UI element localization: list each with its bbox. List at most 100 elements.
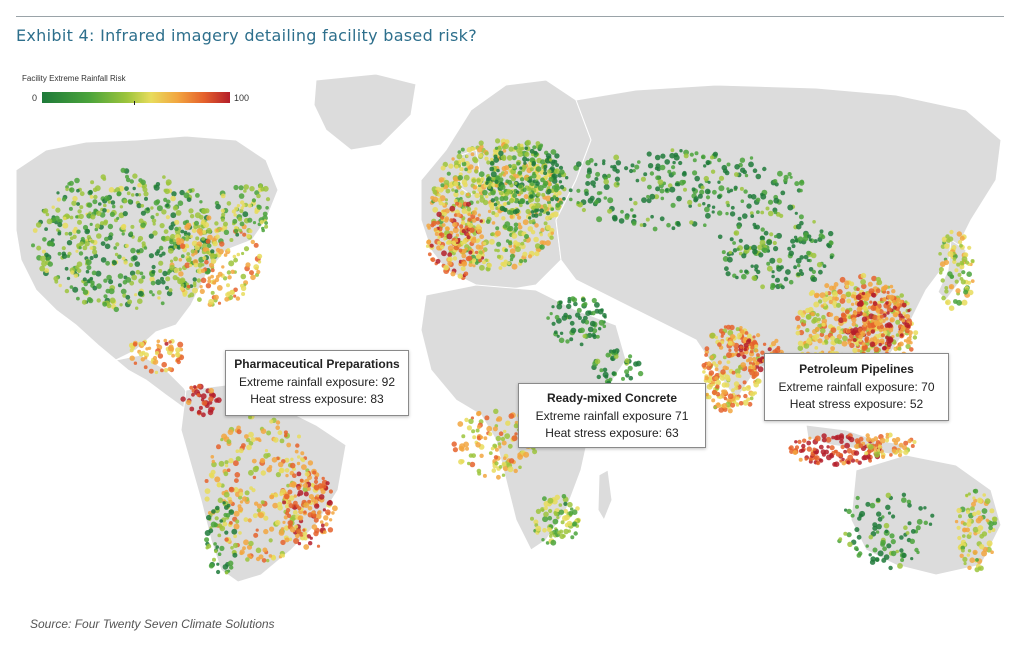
facility-dot	[795, 315, 801, 322]
facility-dot	[507, 261, 511, 266]
facility-dot	[137, 182, 142, 188]
facility-dot	[748, 161, 754, 168]
facility-dot	[494, 447, 499, 452]
facility-dot	[89, 255, 94, 261]
facility-dot	[522, 251, 528, 257]
facility-dot	[453, 181, 459, 187]
facility-dot	[93, 253, 99, 259]
facility-dot	[217, 533, 222, 538]
facility-dot	[902, 445, 908, 451]
facility-dot	[116, 216, 120, 220]
facility-dot	[228, 458, 234, 464]
facility-dot	[168, 288, 173, 293]
facility-dot	[466, 425, 472, 431]
facility-dot	[904, 322, 910, 328]
facility-dot	[323, 515, 329, 521]
facility-dot	[517, 225, 523, 230]
facility-dot	[594, 177, 599, 181]
facility-dot	[476, 238, 481, 242]
facility-dot	[229, 487, 234, 491]
facility-dot	[591, 297, 597, 304]
facility-dot	[882, 546, 887, 552]
facility-dot	[284, 537, 290, 543]
facility-dot	[743, 189, 748, 194]
facility-dot	[264, 221, 268, 225]
facility-dot	[284, 433, 288, 438]
facility-dot	[535, 525, 542, 532]
facility-dot	[788, 279, 794, 285]
facility-dot	[311, 524, 318, 530]
facility-dot	[549, 235, 554, 240]
facility-dot	[165, 235, 171, 241]
facility-dot	[699, 189, 705, 195]
facility-dot	[632, 214, 637, 218]
facility-dot	[516, 143, 522, 148]
facility-dot	[201, 243, 208, 249]
facility-dot	[743, 393, 748, 399]
facility-dot	[486, 267, 490, 271]
facility-dot	[885, 432, 889, 437]
facility-dot	[79, 205, 84, 210]
facility-dot	[247, 518, 252, 523]
facility-dot	[711, 389, 718, 396]
facility-dot	[799, 271, 805, 276]
facility-dot	[790, 238, 796, 244]
facility-dot	[65, 187, 69, 192]
facility-dot	[899, 299, 904, 304]
facility-dot	[817, 317, 821, 322]
facility-dot	[883, 522, 890, 529]
facility-dot	[124, 186, 129, 191]
facility-dot	[158, 245, 164, 251]
facility-dot	[180, 254, 185, 259]
facility-dot	[981, 550, 988, 557]
facility-dot	[721, 403, 728, 409]
facility-dot	[814, 435, 821, 442]
facility-dot	[612, 349, 617, 354]
facility-dot	[258, 512, 264, 519]
facility-dot	[850, 513, 855, 518]
facility-dot	[300, 451, 305, 456]
facility-dot	[857, 348, 861, 353]
facility-dot	[260, 186, 265, 192]
facility-dot	[940, 278, 945, 283]
facility-dot	[129, 355, 135, 361]
facility-dot	[855, 504, 859, 509]
facility-dot	[459, 224, 464, 229]
facility-dot	[791, 244, 796, 249]
facility-dot	[138, 278, 144, 284]
facility-dot	[529, 167, 534, 172]
facility-dot	[100, 257, 107, 263]
facility-dot	[73, 273, 79, 278]
facility-dot	[137, 238, 142, 243]
facility-dot	[797, 340, 804, 347]
facility-dot	[299, 478, 304, 483]
facility-dot	[155, 199, 161, 205]
facility-dot	[186, 399, 192, 406]
facility-dot	[861, 342, 866, 346]
facility-dot	[725, 211, 729, 216]
facility-dot	[737, 336, 741, 340]
facility-dot	[941, 295, 946, 301]
facility-dot	[718, 175, 725, 181]
facility-dot	[472, 156, 478, 163]
facility-dot	[524, 234, 529, 239]
facility-dot	[260, 470, 266, 476]
facility-dot	[134, 293, 138, 297]
facility-dot	[794, 238, 799, 243]
facility-dot	[204, 259, 209, 265]
facility-dot	[957, 272, 962, 277]
facility-dot	[901, 492, 907, 497]
facility-dot	[828, 312, 834, 317]
facility-dot	[214, 398, 219, 403]
facility-dot	[115, 242, 120, 247]
facility-dot	[813, 239, 818, 244]
facility-dot	[280, 539, 286, 546]
facility-dot	[476, 200, 480, 204]
facility-dot	[332, 505, 338, 512]
facility-dot	[81, 299, 87, 305]
facility-dot	[772, 179, 778, 184]
facility-dot	[783, 276, 789, 282]
facility-dot	[116, 191, 122, 197]
facility-dot	[231, 209, 237, 214]
facility-dot	[966, 510, 970, 514]
